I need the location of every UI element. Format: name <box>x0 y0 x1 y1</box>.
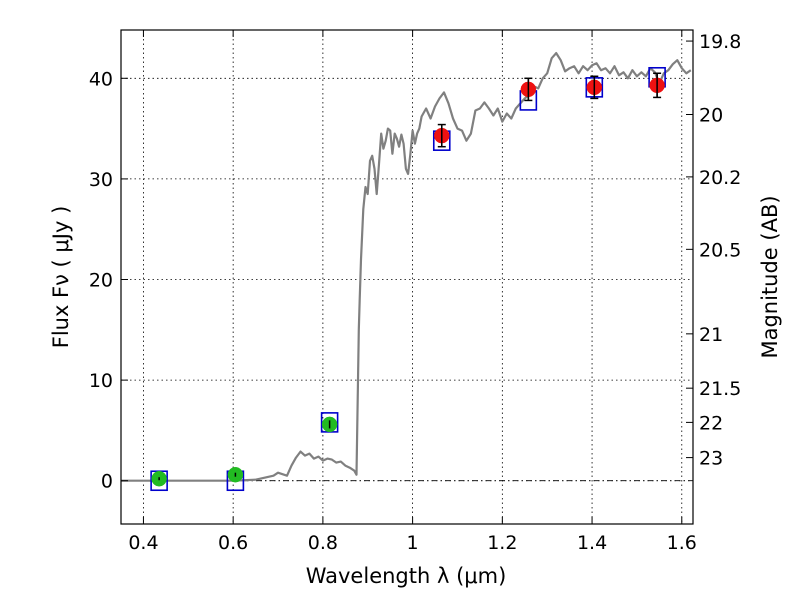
sed-template-line <box>121 51 692 482</box>
y2-tick-label: 23 <box>699 448 723 470</box>
y2-tick-label: 20.2 <box>699 167 741 189</box>
x-tick-label: 1.4 <box>577 532 607 554</box>
y-axis-label: Flux Fν ( μJy ) <box>49 206 73 349</box>
y-tick-label: 0 <box>101 471 113 493</box>
y2-axis-label: Magnitude (AB) <box>758 195 782 358</box>
y2-tick-label: 21.5 <box>699 378 741 400</box>
grid <box>121 30 693 524</box>
y-tick-label: 30 <box>89 169 113 191</box>
axis-ticks: 0.4 0.6 0.8 1 1.2 1.4 1.6 0 10 20 30 40 19.8 20 20.2 20… <box>89 30 741 554</box>
x-tick-label: 0.6 <box>218 532 248 554</box>
plot-frame <box>120 29 694 525</box>
photometry-markers <box>150 66 666 492</box>
y-tick-label: 20 <box>89 270 113 292</box>
y2-tick-label: 21 <box>699 324 723 346</box>
y2-tick-label: 19.8 <box>699 31 741 53</box>
x-tick-label: 1.2 <box>487 532 517 554</box>
x-tick-label: 1.6 <box>667 532 697 554</box>
x-tick-label: 0.8 <box>308 532 338 554</box>
x-tick-label: 1 <box>407 532 419 554</box>
y-tick-label: 10 <box>89 370 113 392</box>
y2-tick-label: 22 <box>699 412 723 434</box>
y2-tick-label: 20 <box>699 105 723 127</box>
y-tick-label: 40 <box>89 68 113 90</box>
sed-curve <box>121 51 692 482</box>
y2-tick-label: 20.5 <box>699 239 741 261</box>
x-tick-label: 0.4 <box>128 532 158 554</box>
x-axis-label: Wavelength λ (μm) <box>306 564 507 588</box>
